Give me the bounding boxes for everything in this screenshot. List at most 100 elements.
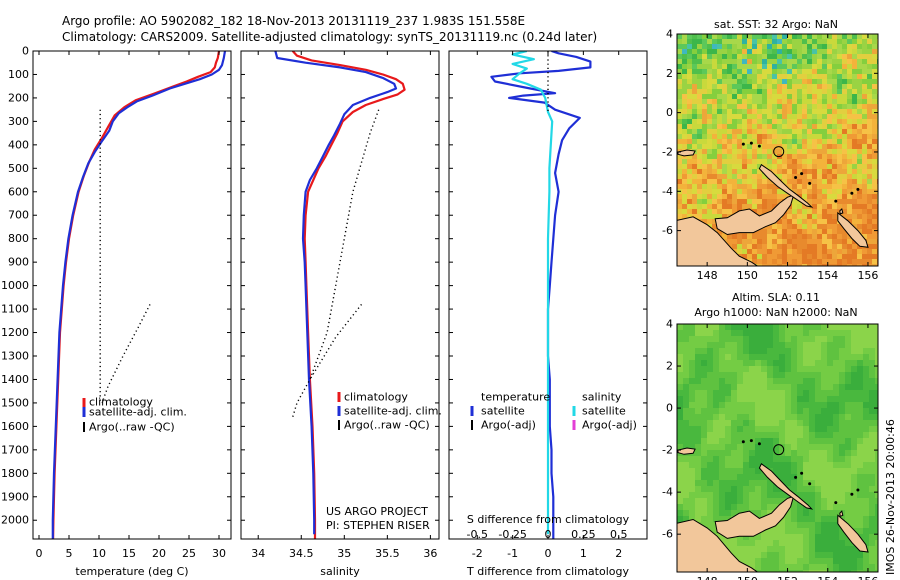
map-cell (749, 486, 756, 493)
map-cell (809, 462, 816, 469)
map-cell (792, 124, 798, 130)
map-cell (761, 420, 768, 427)
map-cell (785, 348, 792, 355)
map-cell (832, 154, 838, 160)
map-cell (817, 199, 823, 205)
map-cell (867, 144, 873, 150)
map-cell (863, 480, 870, 487)
map-cell (821, 558, 828, 565)
map-cell (792, 59, 798, 65)
map-cell (857, 372, 864, 379)
map-cell (839, 558, 846, 565)
map-cell (747, 184, 753, 190)
map-cell (785, 522, 792, 529)
map-cell (779, 390, 786, 397)
map-cell (743, 402, 750, 409)
map-cell (872, 249, 878, 255)
map-cell (749, 360, 756, 367)
map-cell (785, 540, 792, 547)
map-cell (842, 34, 848, 40)
map-cell (847, 144, 853, 150)
map-cell (842, 194, 848, 200)
map-cell (712, 74, 718, 80)
map-cell (767, 74, 773, 80)
map-cell (749, 396, 756, 403)
map-cell (702, 59, 708, 65)
map-cell (707, 456, 714, 463)
map-cell (857, 396, 864, 403)
map-cell (743, 342, 750, 349)
map-cell (702, 79, 708, 85)
map-cell (689, 378, 696, 385)
map-cell (762, 119, 768, 125)
map-cell (719, 444, 726, 451)
map-cell (755, 480, 762, 487)
map-cell (687, 74, 693, 80)
map-cell (832, 59, 838, 65)
map-cell (752, 159, 758, 165)
map-cell (827, 224, 833, 230)
map-cell (707, 420, 714, 427)
map-cell (722, 194, 728, 200)
map-cell (707, 468, 714, 475)
map-cell (852, 259, 858, 265)
map-cell (743, 360, 750, 367)
map-cell (867, 99, 873, 105)
map-cell (862, 159, 868, 165)
map-cell (822, 184, 828, 190)
map-cell (867, 219, 873, 225)
map-cell (689, 486, 696, 493)
map-cell (773, 534, 780, 541)
map-cell (755, 384, 762, 391)
map-cell (683, 348, 690, 355)
map-cell (797, 114, 803, 120)
map-cell (839, 450, 846, 457)
map-cell (827, 264, 833, 266)
map-cell (839, 372, 846, 379)
map-cell (857, 184, 863, 190)
x-tick-label: 1 (580, 547, 587, 560)
map-cell (867, 249, 873, 255)
map-cell (732, 164, 738, 170)
map-cell (737, 558, 744, 565)
map-cell (722, 154, 728, 160)
map-cell (785, 384, 792, 391)
map-cell (852, 224, 858, 230)
map-cell (817, 74, 823, 80)
map-cell (782, 254, 788, 260)
map-cell (717, 109, 723, 115)
map-cell (725, 420, 732, 427)
map-cell (742, 169, 748, 175)
map-cell (719, 498, 726, 505)
map-cell (815, 492, 822, 499)
map-cell (712, 44, 718, 50)
map-cell (827, 324, 834, 331)
map-cell (803, 570, 810, 572)
map-cell (791, 510, 798, 517)
map-cell (707, 109, 713, 115)
map-cell (792, 254, 798, 260)
map-cell (803, 546, 810, 553)
map-cell (867, 214, 873, 220)
map-cell (697, 49, 703, 55)
depth-tick-label: 300 (8, 115, 29, 128)
map-cell (752, 154, 758, 160)
map-cell (807, 119, 813, 125)
map-cell (702, 144, 708, 150)
map-cell (792, 149, 798, 155)
map-cell (842, 209, 848, 215)
map-cell (792, 54, 798, 60)
map-cell (839, 438, 846, 445)
map-cell (687, 179, 693, 185)
map-cell (695, 492, 702, 499)
map-cell (767, 204, 773, 210)
map-cell (851, 570, 858, 572)
map-cell (827, 199, 833, 205)
map-cell (791, 408, 798, 415)
depth-tick-label: 800 (8, 232, 29, 245)
depth-tick-label: 1800 (1, 467, 29, 480)
map-cell (701, 516, 708, 523)
map-cell (713, 384, 720, 391)
x-tick-label: 5 (66, 547, 73, 560)
map-cell (791, 354, 798, 361)
